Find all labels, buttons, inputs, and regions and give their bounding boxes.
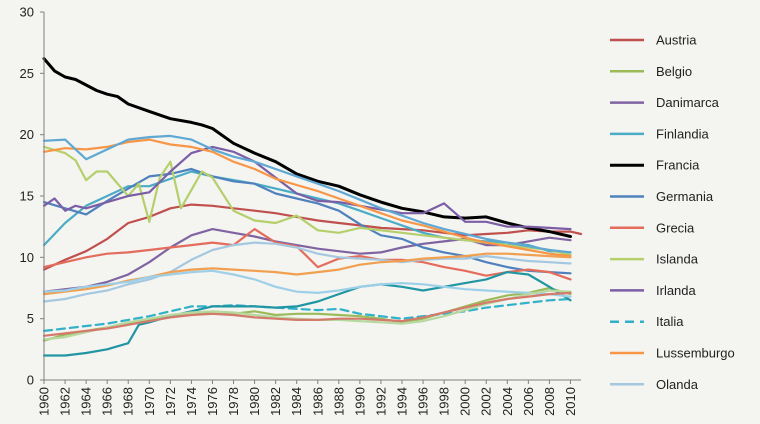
axes: 0 5 10 15 20 25 30 1960 1962 1964 1966 1968 1970 1972…	[20, 5, 581, 416]
legend-label-danimarca: Danimarca	[656, 95, 720, 110]
series-line-francia	[42, 57, 572, 238]
x-tick-label: 2006	[521, 387, 536, 416]
x-tick-label: 1960	[37, 387, 52, 416]
series-line-lussemburgo	[42, 138, 572, 258]
series-line-belgio	[42, 286, 572, 342]
series-line-germania	[42, 167, 572, 275]
legend-label-islanda: Islanda	[656, 252, 699, 267]
legend-label-belgio: Belgio	[656, 64, 692, 79]
y-tick-label: 5	[27, 311, 34, 326]
legend-label-olanda: Olanda	[656, 377, 699, 392]
x-tick-label: 1996	[416, 387, 431, 416]
series-line-olanda	[42, 241, 572, 303]
x-tick-label: 1986	[310, 387, 325, 416]
plot-area	[42, 57, 583, 357]
x-tick-label: 1988	[331, 387, 346, 416]
x-tick-label: 1964	[79, 387, 94, 416]
y-tick-label: 10	[20, 250, 34, 265]
series-line-irlanda	[42, 145, 572, 231]
x-tick-label: 2004	[500, 387, 515, 416]
x-tick-label: 2008	[542, 387, 557, 416]
x-tick-label: 1976	[205, 387, 220, 416]
y-tick-label: 15	[20, 189, 34, 204]
series-line-danimarca	[42, 228, 572, 293]
series-line-grecia	[42, 228, 572, 281]
legend-label-italia: Italia	[656, 314, 684, 329]
legend-label-francia: Francia	[656, 158, 700, 173]
x-tick-label: 1978	[226, 387, 241, 416]
y-tick-label: 0	[27, 373, 34, 388]
series-line-18	[42, 291, 572, 337]
series-line-austria	[42, 203, 583, 271]
series-line-13	[42, 271, 572, 357]
x-tick-label: 1982	[268, 387, 283, 416]
x-tick-label: 2002	[479, 387, 494, 416]
x-tick-label: 1994	[395, 387, 410, 416]
legend-label-germania: Germania	[656, 189, 714, 204]
y-tick-label: 25	[20, 66, 34, 81]
x-tick-label: 1962	[58, 387, 73, 416]
legend-label-lussemburgo: Lussemburgo	[656, 346, 735, 361]
series-line-15	[42, 269, 572, 298]
x-tick-label: 1972	[163, 387, 178, 416]
x-tick-label: 1980	[247, 387, 262, 416]
series-line-italia	[42, 297, 572, 332]
x-tick-label: 1970	[142, 387, 157, 416]
x-tick-label: 1968	[121, 387, 136, 416]
x-tick-label: 1990	[352, 387, 367, 416]
legend-label-irlanda: Irlanda	[656, 283, 697, 298]
y-tick-label: 30	[20, 5, 34, 20]
x-tick-label: 1974	[184, 387, 199, 416]
x-tick-label: 1992	[373, 387, 388, 416]
y-tick-label: 20	[20, 127, 34, 142]
x-tick-label: 1998	[437, 387, 452, 416]
series-line-islanda	[42, 145, 572, 256]
series-line-16	[42, 134, 572, 254]
x-tick-label: 2010	[563, 387, 578, 416]
legend: Austria Belgio Danimarca Finlandia Francia Ge…	[610, 33, 735, 392]
x-tick-label: 2000	[458, 387, 473, 416]
x-tick-label: 1984	[289, 387, 304, 416]
legend-label-grecia: Grecia	[656, 220, 695, 235]
x-tick-label: 1966	[100, 387, 115, 416]
legend-label-finlandia: Finlandia	[656, 126, 710, 141]
legend-label-austria: Austria	[656, 33, 697, 48]
